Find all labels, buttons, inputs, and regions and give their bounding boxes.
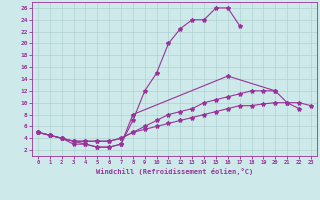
X-axis label: Windchill (Refroidissement éolien,°C): Windchill (Refroidissement éolien,°C) [96,168,253,175]
